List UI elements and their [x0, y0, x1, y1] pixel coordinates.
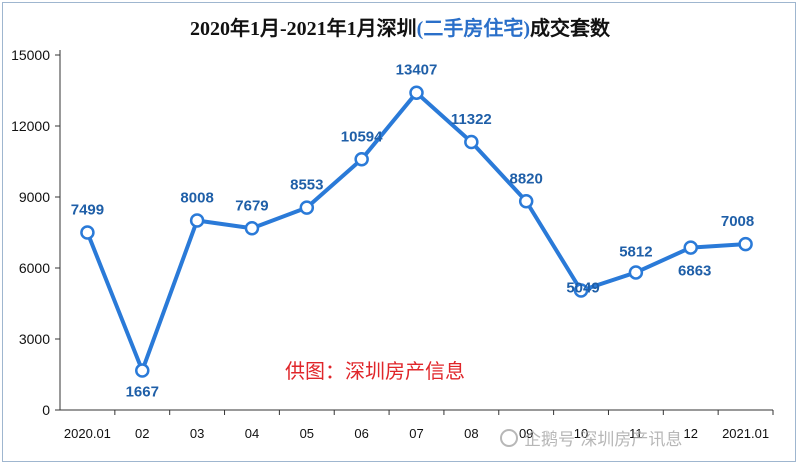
- series-line: [85, 90, 748, 373]
- watermark: 企鹅号 深圳房产讯息: [500, 425, 682, 450]
- x-tick-label: 05: [300, 426, 314, 441]
- data-label: 1667: [126, 384, 159, 401]
- data-label: 5812: [619, 243, 652, 260]
- x-tick-label: 2021.01: [722, 426, 769, 441]
- x-tick-label: 09: [519, 426, 533, 441]
- data-label: 13407: [396, 62, 438, 79]
- chart-title: 2020年1月-2021年1月深圳(二手房住宅)成交套数: [190, 18, 610, 40]
- y-tick-label: 12000: [11, 118, 50, 134]
- x-tick-label: 02: [135, 426, 149, 441]
- data-point: [573, 283, 589, 298]
- x-tick-label: 03: [190, 426, 204, 441]
- data-point: [354, 152, 369, 167]
- data-label: 11322: [451, 111, 492, 128]
- x-tick-label: 10: [574, 426, 588, 441]
- data-label: 7008: [721, 213, 754, 230]
- data-point: [135, 363, 150, 378]
- x-tick-label: 12: [683, 426, 697, 441]
- y-tick-label: 9000: [19, 189, 50, 205]
- x-tick-label: 11: [629, 426, 643, 441]
- chart-frame: [2, 2, 796, 462]
- data-label: 7679: [235, 197, 268, 214]
- data-label: 5049: [566, 280, 599, 297]
- data-point: [244, 221, 260, 236]
- x-tick-label: 06: [354, 426, 368, 441]
- y-tick-label: 3000: [19, 331, 50, 347]
- data-point: [683, 240, 698, 255]
- x-tick-label: 08: [464, 426, 478, 441]
- data-point: [189, 213, 205, 228]
- penguin-icon: [500, 428, 518, 447]
- x-tick-label: 2020.01: [64, 426, 111, 441]
- data-point: [628, 265, 644, 280]
- y-tick-label: 15000: [11, 47, 50, 63]
- data-label: 8008: [180, 189, 213, 206]
- data-label: 10594: [341, 128, 383, 145]
- data-label: 6863: [678, 263, 711, 280]
- watermark-text: 企鹅号 深圳房产讯息: [524, 430, 683, 450]
- data-point: [80, 225, 95, 240]
- data-point: [299, 200, 315, 215]
- image-credit: 供图：深圳房产信息: [285, 359, 465, 383]
- data-point: [409, 85, 424, 100]
- data-label: 8553: [290, 177, 323, 194]
- data-label: 7499: [71, 202, 104, 219]
- data-point: [464, 134, 479, 150]
- y-tick-label: 0: [42, 402, 50, 418]
- data-label: 8820: [510, 170, 543, 187]
- x-tick-label: 07: [409, 426, 423, 441]
- x-tick-label: 04: [245, 426, 259, 441]
- y-tick-label: 6000: [19, 260, 50, 276]
- data-point: [738, 236, 753, 252]
- data-point: [518, 194, 534, 209]
